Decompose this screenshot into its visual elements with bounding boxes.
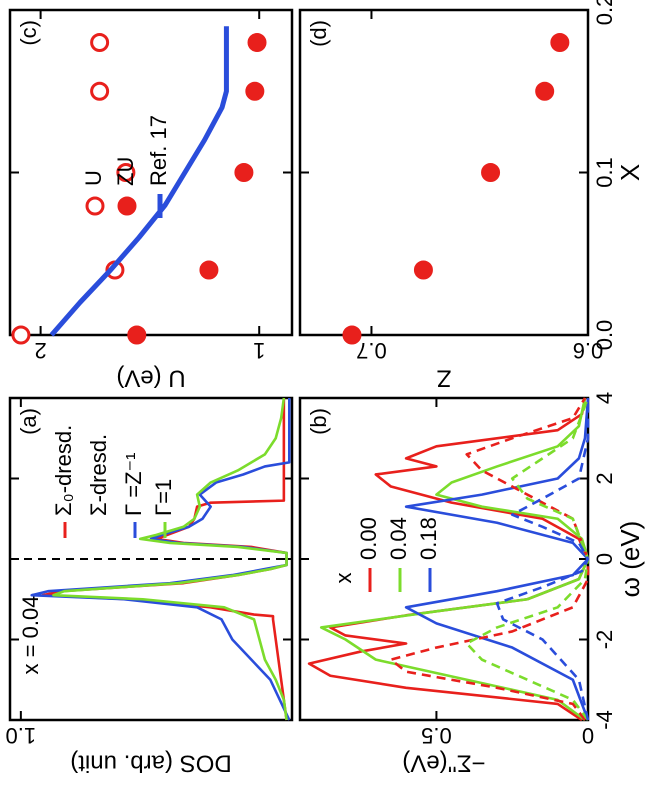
y-axis-label: DOS (arb. unit) [70,750,231,777]
legend-label: Ref. 17 [146,115,171,186]
legend-label: 0.18 [416,517,441,560]
x-tick-label: 0.1 [592,157,617,188]
legend-label: Γ =Z⁻¹ [121,453,146,516]
y-axis-label: −Σ''(eV) [402,750,485,777]
legend-title: x [331,573,356,584]
legend-swatch [85,196,105,216]
data-point [90,81,110,101]
annotation: x = 0.04 [18,596,43,675]
x-tick-label: 0.2 [592,0,617,25]
panel-label: (c) [16,20,41,46]
legend-label: Σ₀-dresd. [51,425,76,516]
y-tick-label: 1.0 [6,723,37,748]
data-point [342,325,362,345]
data-point [234,163,254,182]
data-point [535,81,555,101]
y-axis-label: Z [437,365,452,392]
data-point [116,163,136,182]
panel-frame [298,8,590,337]
x-axis-label: X [615,164,645,181]
data-point [413,260,433,280]
rotated-figure: (a) 1.0 DOS (arb. unit) x = 0.04 Σ-dresd. Σ₀-… [6,0,645,777]
x-tick-label: -4 [592,710,617,730]
data-point [11,325,31,345]
series-line [49,26,229,337]
legend-label: 0.00 [356,517,381,560]
x-tick-label: 4 [592,392,617,404]
data-point [550,33,570,52]
y-tick-label: 2 [34,338,46,363]
y-tick-label: 0.6 [573,338,604,363]
panel-label: (d) [306,20,331,47]
x-axis-label: ω (eV) [615,521,645,598]
data-point [199,260,219,280]
data-point [90,33,110,52]
x-tick-label: 0.0 [592,320,617,351]
data-point [481,163,501,182]
panel-label: (b) [306,408,331,435]
series-line [404,397,590,721]
y-tick-label: 0.7 [356,338,387,363]
y-axis-label: U (eV) [116,365,185,392]
legend-label: Γ=1 [151,479,176,516]
data-point [247,33,267,52]
y-tick-label: 0 [582,723,594,748]
series-line [307,397,590,722]
y-tick-label: 0.5 [421,723,452,748]
legend-label: U [81,170,106,186]
legend-label: ZU [113,157,138,186]
series-line [389,397,590,721]
legend-label: 0.04 [386,517,411,560]
legend-heading: Σ-dresd. [86,434,111,516]
x-tick-label: 0 [592,553,617,565]
x-tick-label: -2 [592,630,617,650]
series-line [495,398,590,721]
series-line [52,397,288,721]
x-tick-label: 2 [592,472,617,484]
data-point [245,81,265,101]
data-point [127,325,147,345]
legend-swatch [117,196,137,216]
y-tick-label: 1 [253,338,265,363]
panel-label: (a) [16,408,41,435]
series-line [465,397,590,721]
